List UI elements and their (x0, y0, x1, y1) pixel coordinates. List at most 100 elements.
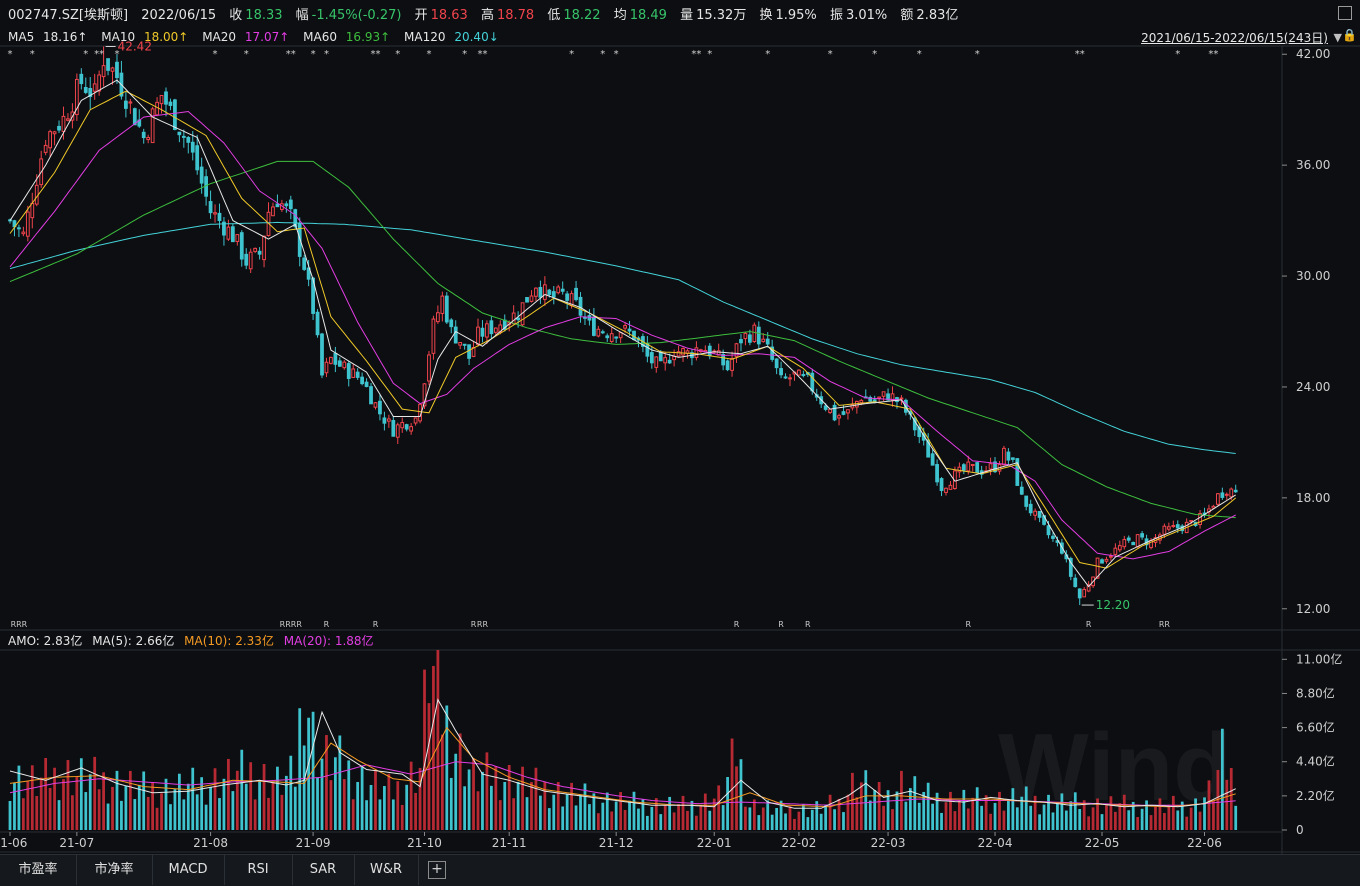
star-marker[interactable]: ** (286, 49, 296, 60)
candle (939, 477, 944, 497)
amount-bar (645, 815, 649, 830)
star-marker[interactable]: * (324, 49, 329, 60)
star-marker[interactable]: * (213, 49, 218, 60)
r-marker[interactable]: R (373, 620, 379, 629)
candle (694, 341, 699, 361)
lock-icon[interactable]: 🔒 (1342, 28, 1357, 42)
star-marker[interactable]: * (462, 49, 467, 60)
star-marker[interactable]: * (828, 49, 833, 60)
stock-code[interactable]: 002747.SZ[埃斯顿] (8, 8, 129, 23)
candle (302, 254, 307, 271)
amount-bar (1198, 811, 1202, 830)
amount-bar (276, 766, 279, 830)
ma20-legend[interactable]: MA20 17.07↑ (202, 30, 294, 44)
amount-bar (231, 791, 235, 830)
amo-ma5[interactable]: MA(5): 2.66亿 (92, 634, 175, 648)
candle (346, 360, 351, 387)
candle (600, 329, 605, 335)
star-marker[interactable]: * (311, 49, 316, 60)
r-marker[interactable]: R (805, 620, 811, 629)
star-marker[interactable]: * (600, 49, 605, 60)
amount-bar (770, 814, 774, 830)
candle (1024, 495, 1029, 511)
star-marker[interactable]: ** (477, 49, 487, 60)
r-marker[interactable]: R (966, 620, 972, 629)
star-marker[interactable]: * (917, 49, 922, 60)
candle (128, 98, 133, 114)
candle (52, 130, 57, 146)
amount-bar (699, 805, 703, 830)
amount-bar (766, 800, 770, 830)
candle (43, 139, 48, 156)
star-marker[interactable]: ** (1075, 49, 1085, 60)
tab-pb[interactable]: 市净率 (76, 855, 153, 885)
amount-bar (1131, 801, 1135, 830)
star-marker[interactable]: * (1175, 49, 1180, 60)
star-marker[interactable]: ** (94, 49, 104, 60)
star-marker[interactable]: * (569, 49, 574, 60)
star-marker[interactable]: * (426, 49, 431, 60)
r-marker[interactable]: R (778, 620, 784, 629)
amount-bar (1096, 798, 1099, 830)
star-marker[interactable]: ** (1208, 49, 1218, 60)
star-marker[interactable]: * (8, 49, 13, 60)
amount-bar (472, 758, 475, 830)
popout-icon[interactable] (1338, 6, 1352, 20)
ma5-legend[interactable]: MA5 18.16↑ (8, 30, 92, 44)
amo-ma20[interactable]: MA(20): 1.88亿 (283, 634, 374, 648)
r-marker[interactable]: RRR (11, 620, 28, 629)
tab-macd[interactable]: MACD (152, 855, 225, 885)
amount-bar (641, 799, 645, 830)
star-marker[interactable]: * (765, 49, 770, 60)
star-marker[interactable]: * (975, 49, 980, 60)
candle (574, 280, 578, 302)
candle (930, 449, 935, 466)
candle (534, 287, 538, 302)
ma60-legend[interactable]: MA60 16.93↑ (303, 30, 395, 44)
date-range-selector[interactable]: 2021/06/15-2022/06/15(243日) (1141, 31, 1328, 45)
r-marker[interactable]: RR (1159, 620, 1171, 629)
amount-bar (240, 749, 244, 830)
amount-bar (1180, 801, 1184, 830)
star-marker[interactable]: ** (691, 49, 701, 60)
star-marker[interactable]: * (114, 49, 119, 60)
amount-bar (516, 781, 520, 830)
r-marker[interactable]: RRRR (280, 620, 303, 629)
star-marker[interactable]: * (614, 49, 619, 60)
star-marker[interactable]: * (30, 49, 35, 60)
r-marker[interactable]: R (734, 620, 740, 629)
star-marker[interactable]: ** (370, 49, 380, 60)
amount-bar (356, 781, 360, 830)
r-marker[interactable]: R (1086, 620, 1092, 629)
tab-pe[interactable]: 市盈率 (0, 855, 77, 885)
r-marker[interactable]: R (324, 620, 330, 629)
candle (970, 463, 975, 472)
amount-bar (13, 782, 16, 830)
star-marker[interactable]: * (872, 49, 877, 60)
star-marker[interactable]: * (244, 49, 249, 60)
kline-chart[interactable]: Wind * * * ** * * * ** * * ** * * * ** * * * ** * * * * * * ** * **… (0, 0, 1360, 854)
ma120-legend[interactable]: MA120 20.40↓ (404, 30, 504, 44)
amount-field: 额 2.83亿 (900, 8, 958, 23)
r-marker[interactable]: RR (477, 620, 489, 629)
amo-ma10[interactable]: MA(10): 2.33亿 (184, 634, 274, 648)
amount-bar (1024, 786, 1028, 830)
star-marker[interactable]: * (395, 49, 400, 60)
amount-bar (449, 777, 453, 830)
r-marker[interactable]: R (471, 620, 477, 629)
range-dropdown-icon[interactable]: ▼ (1333, 31, 1342, 44)
amount-bar (503, 781, 507, 830)
amount-bar (868, 800, 872, 830)
volume-label: 量 (680, 8, 694, 23)
candle (734, 342, 739, 363)
amo-value[interactable]: AMO: 2.83亿 (8, 634, 83, 648)
tab-sar[interactable]: SAR (292, 855, 355, 885)
add-tab-button[interactable]: + (428, 861, 446, 879)
amount-bar (213, 768, 217, 830)
star-marker[interactable]: * (707, 49, 712, 60)
ma10-legend[interactable]: MA10 18.00↑ (101, 30, 193, 44)
tab-rsi[interactable]: RSI (224, 855, 293, 885)
star-marker[interactable]: * (83, 49, 88, 60)
tab-wr[interactable]: W&R (354, 855, 419, 885)
candle (1166, 522, 1171, 532)
